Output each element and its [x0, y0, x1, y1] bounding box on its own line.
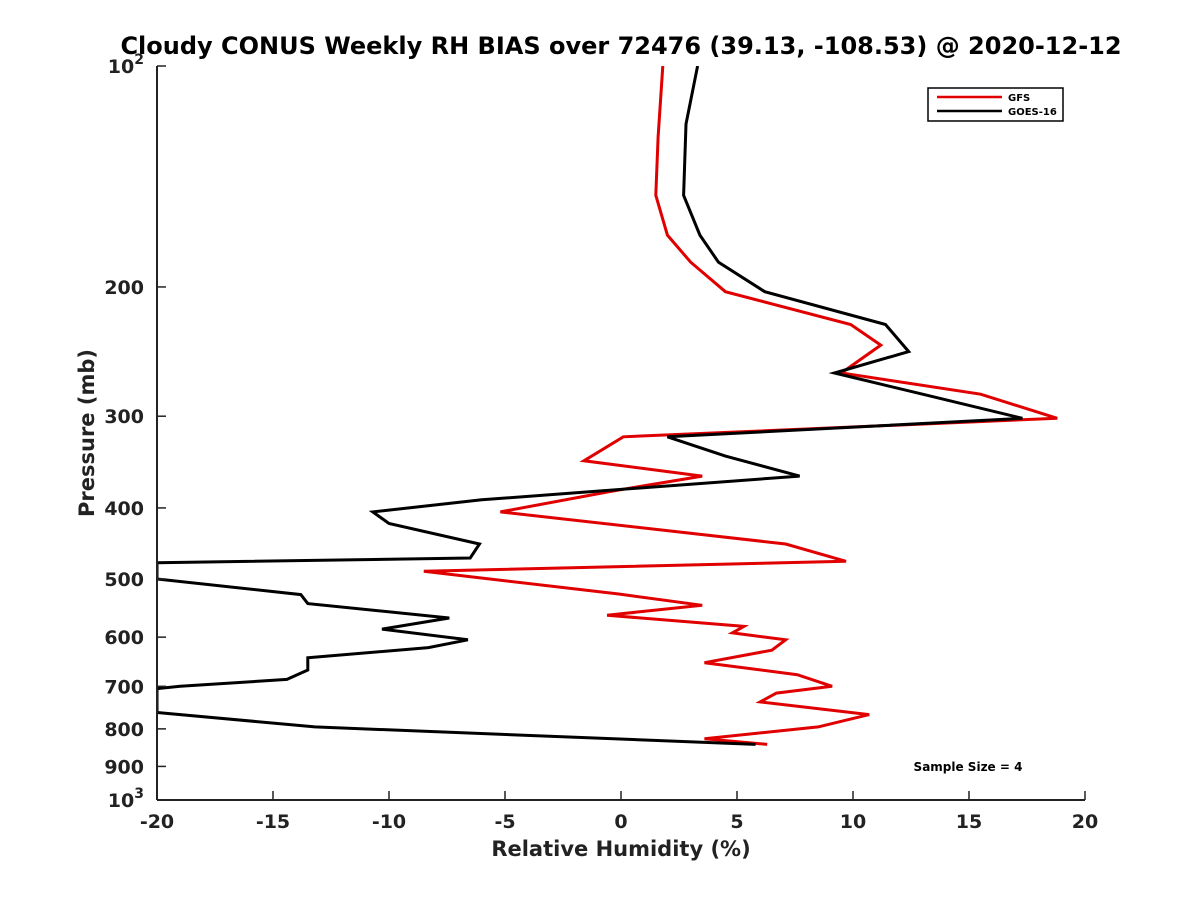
legend: GFS GOES-16: [927, 87, 1064, 122]
x-tick-label: -20: [140, 811, 174, 833]
x-tick-label: 15: [956, 811, 982, 833]
plot-area: -20 -15 -10 -5 0 5 10 15 20 10220030040050060070…: [104, 52, 1098, 833]
y-tick-label-base: 10: [108, 56, 134, 78]
legend-label: GFS: [1008, 93, 1030, 104]
y-tick-label: 800: [104, 719, 144, 741]
chart-title: Cloudy CONUS Weekly RH BIAS over 72476 (…: [120, 32, 1121, 60]
y-tick-label-exponent: 3: [134, 786, 144, 802]
x-tick-label: -10: [372, 811, 406, 833]
legend-box: [927, 87, 1064, 122]
x-tick-label: 5: [730, 811, 743, 833]
y-axis-label: Pressure (mb): [75, 349, 99, 517]
x-tick-label: 10: [840, 811, 866, 833]
y-tick-label: 103: [108, 786, 144, 812]
x-tick-label: -5: [494, 811, 515, 833]
series-line-goes-16: [157, 66, 1023, 746]
y-tick-label-base: 10: [108, 790, 134, 812]
x-tick-label: 0: [614, 811, 627, 833]
y-tick-label: 400: [104, 498, 144, 520]
x-tick-label: 20: [1072, 811, 1098, 833]
y-tick-label: 600: [104, 627, 144, 649]
y-tick-label: 102: [108, 52, 144, 78]
y-tick-label: 900: [104, 756, 144, 778]
x-axis-label: Relative Humidity (%): [491, 837, 750, 861]
legend-label: GOES-16: [1008, 107, 1057, 118]
y-tick-label: 700: [104, 676, 144, 698]
y-tick-label: 300: [104, 406, 144, 428]
x-axis-ticks: -20 -15 -10 -5 0 5 10 15 20: [140, 791, 1098, 833]
x-tick-label: -15: [256, 811, 290, 833]
y-tick-label: 500: [104, 569, 144, 591]
series-line-gfs: [423, 66, 1058, 746]
series-layer: [157, 66, 1058, 746]
y-tick-label: 200: [104, 277, 144, 299]
y-tick-label-exponent: 2: [134, 52, 144, 68]
sample-size-annotation: Sample Size = 4: [914, 760, 1023, 774]
